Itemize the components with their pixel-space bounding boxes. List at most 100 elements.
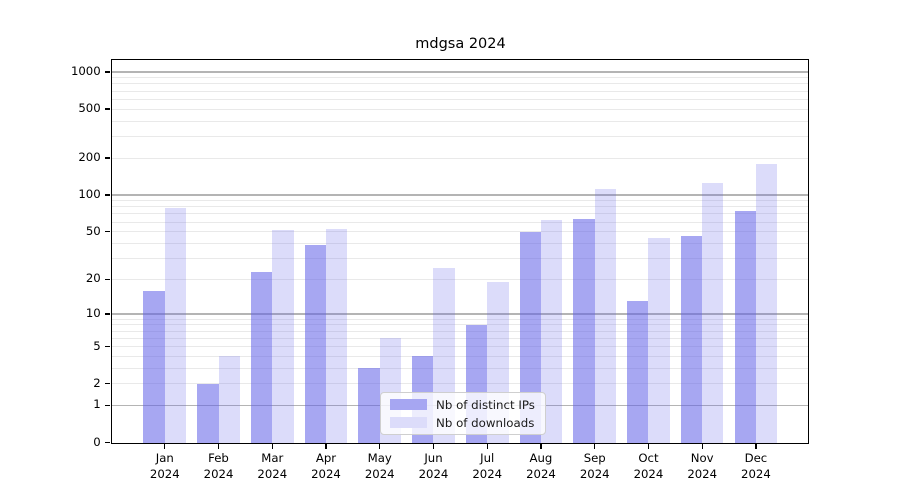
y-tick-label-500: 500	[78, 101, 101, 116]
bar-distinct-ips-oct	[627, 301, 649, 443]
major-gridline-100	[111, 194, 809, 196]
x-tick-may	[379, 444, 381, 449]
y-tick-label-10: 10	[85, 306, 101, 321]
bar-distinct-ips-apr	[304, 244, 326, 443]
minor-gridline-5	[111, 346, 809, 348]
bar-downloads-mar	[272, 229, 294, 443]
minor-gridline-300	[111, 135, 809, 137]
x-tick-label-aug: Aug 2024	[526, 450, 556, 482]
y-tick-50	[105, 231, 110, 233]
x-tick-jun	[432, 444, 435, 449]
x-tick-label-apr: Apr 2024	[311, 450, 341, 482]
minor-gridline-600	[111, 98, 809, 100]
y-tick-label-5: 5	[93, 338, 101, 353]
x-tick-label-jan: Jan 2024	[149, 450, 180, 482]
y-tick-label-2: 2	[93, 375, 101, 390]
minor-gridline-4	[111, 355, 809, 357]
y-tick-1	[105, 404, 110, 407]
bar-downloads-nov	[702, 183, 724, 443]
minor-gridline-70	[111, 213, 809, 215]
minor-gridline-800	[111, 83, 809, 85]
y-tick-0	[105, 441, 110, 444]
bar-downloads-apr	[326, 228, 348, 443]
minor-gridline-2	[111, 383, 809, 385]
minor-gridline-3	[111, 367, 809, 369]
legend-swatch-downloads	[390, 417, 427, 428]
bar-distinct-ips-jan	[143, 290, 165, 443]
bar-downloads-sep	[594, 189, 616, 443]
bar-distinct-ips-nov	[680, 236, 703, 443]
y-tick-label-1: 1	[93, 397, 101, 412]
x-tick-label-jul: Jul 2024	[472, 450, 503, 482]
y-tick-5	[105, 345, 110, 348]
bar-distinct-ips-feb	[197, 383, 219, 443]
legend-row-downloads: Nb of downloads	[381, 416, 545, 430]
bar-downloads-aug	[540, 219, 563, 443]
bar-downloads-oct	[648, 238, 670, 443]
minor-gridline-30	[111, 257, 809, 259]
y-tick-label-20: 20	[85, 271, 101, 286]
y-tick-label-50: 50	[85, 223, 101, 238]
x-tick-label-nov: Nov 2024	[687, 450, 718, 482]
bar-distinct-ips-mar	[250, 272, 273, 443]
legend-row-distinct-ips: Nb of distinct IPs	[381, 398, 545, 412]
x-tick-label-dec: Dec 2024	[741, 450, 771, 482]
minor-gridline-500	[111, 108, 809, 110]
minor-gridline-9	[111, 318, 809, 320]
x-tick-oct	[647, 444, 650, 449]
legend-swatch-distinct-ips	[390, 399, 427, 410]
y-tick-200	[105, 157, 110, 159]
bar-distinct-ips-dec	[734, 211, 756, 443]
y-tick-label-100: 100	[78, 187, 101, 202]
minor-gridline-50	[111, 231, 809, 233]
minor-gridline-40	[111, 242, 809, 244]
bar-downloads-feb	[218, 356, 240, 443]
chart-title: mdgsa 2024	[415, 36, 506, 52]
y-tick-20	[105, 278, 110, 280]
x-tick-aug	[540, 444, 542, 449]
minor-gridline-700	[111, 90, 809, 92]
minor-gridline-7	[111, 330, 809, 332]
x-tick-dec	[755, 444, 757, 449]
y-tick-label-0: 0	[93, 434, 101, 449]
x-tick-label-sep: Sep 2024	[579, 450, 610, 482]
minor-gridline-200	[111, 157, 809, 159]
legend-label-downloads: Nb of downloads	[436, 415, 535, 430]
minor-gridline-20	[111, 278, 809, 280]
y-tick-2	[105, 383, 110, 385]
x-tick-label-feb: Feb 2024	[203, 450, 234, 482]
x-tick-feb	[217, 444, 220, 449]
legend-label-distinct-ips: Nb of distinct IPs	[436, 397, 535, 412]
plot-area: 0 1 2 5 10 20 50 100 200 500 1000 Jan 2024 Feb 2024 Mar…	[71, 58, 810, 481]
x-tick-apr	[325, 444, 327, 449]
x-tick-mar	[271, 444, 273, 449]
major-gridline-1000	[111, 71, 809, 73]
x-tick-label-may: May 2024	[364, 450, 395, 482]
bar-distinct-ips-aug	[519, 231, 541, 443]
bar-distinct-ips-sep	[573, 218, 595, 443]
legend: Nb of distinct IPs Nb of downloads	[380, 392, 546, 435]
x-tick-nov	[701, 444, 703, 449]
y-tick-10	[105, 313, 110, 315]
x-tick-jan	[164, 444, 166, 449]
minor-gridline-900	[111, 77, 809, 79]
minor-gridline-8	[111, 324, 809, 326]
y-tick-100	[105, 194, 110, 196]
minor-gridline-400	[111, 120, 809, 122]
x-tick-jul	[486, 444, 488, 449]
x-tick-label-oct: Oct 2024	[633, 450, 664, 482]
major-gridline-10	[111, 313, 809, 315]
minor-gridline-6	[111, 337, 809, 339]
minor-gridline-60	[111, 221, 809, 223]
bar-distinct-ips-may	[358, 368, 380, 443]
minor-gridline-80	[111, 206, 809, 208]
y-tick-label-1000: 1000	[70, 63, 101, 78]
minor-gridline-90	[111, 200, 809, 202]
x-tick-label-jun: Jun 2024	[418, 450, 449, 482]
y-tick-500	[105, 108, 110, 110]
bar-downloads-dec	[755, 163, 778, 443]
x-tick-sep	[594, 444, 596, 449]
y-tick-1000	[105, 71, 110, 73]
x-tick-label-mar: Mar 2024	[257, 450, 288, 482]
